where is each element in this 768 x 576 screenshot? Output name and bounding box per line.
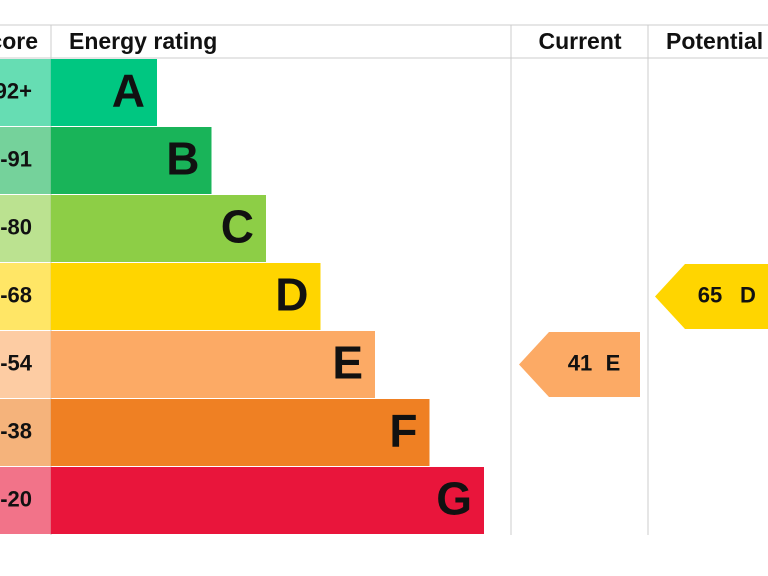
score-cell <box>0 59 51 126</box>
rating-header: Energy rating <box>69 28 217 54</box>
score-cell <box>0 263 51 330</box>
band-letter: G <box>436 473 472 525</box>
score-range: 69-80 <box>0 214 32 239</box>
band-letter: D <box>275 269 308 321</box>
score-cell <box>0 467 51 534</box>
band-bar <box>51 195 266 262</box>
potential-value: 65 <box>698 282 722 307</box>
score-cell <box>0 195 51 262</box>
score-cell <box>0 127 51 194</box>
score-header: Score <box>0 28 38 54</box>
current-value: 41 <box>568 350 592 375</box>
band-letter: C <box>221 201 254 253</box>
score-range: 1-20 <box>0 486 32 511</box>
band-bar <box>51 59 157 126</box>
score-range: 92+ <box>0 78 32 103</box>
band-letter: B <box>166 133 199 185</box>
band-bar <box>51 399 430 466</box>
potential-arrow <box>655 264 768 329</box>
band-letter: A <box>112 65 145 117</box>
current-header: Current <box>538 28 621 54</box>
band-bar <box>51 467 484 534</box>
band-letter: E <box>332 337 363 389</box>
band-bar <box>51 127 212 194</box>
band-letter: F <box>389 405 417 457</box>
score-range: 39-54 <box>0 350 33 375</box>
score-range: 21-38 <box>0 418 32 443</box>
potential-rating: D <box>740 282 756 307</box>
band-bar <box>51 263 321 330</box>
score-cell <box>0 331 51 398</box>
current-rating: E <box>606 350 621 375</box>
potential-header: Potential <box>666 28 763 54</box>
current-arrow <box>519 332 640 397</box>
score-range: 55-68 <box>0 282 32 307</box>
band-bar <box>51 331 375 398</box>
score-cell <box>0 399 51 466</box>
score-range: 81-91 <box>0 146 32 171</box>
